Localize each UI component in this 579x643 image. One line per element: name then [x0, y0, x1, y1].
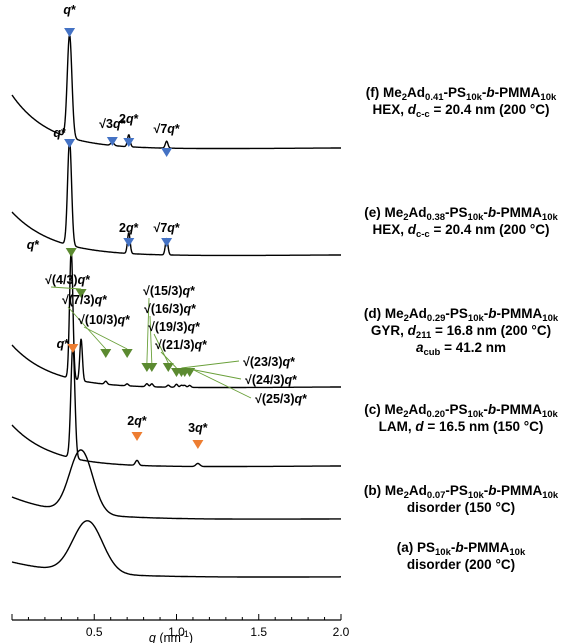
legend-d: (d) Me2Ad0.29-PS10k-b-PMMA10k GYR, d211 =…	[345, 305, 577, 358]
peak-marker-d	[65, 248, 77, 257]
legend-line: GYR, d211 = 16.8 nm (200 °C)	[370, 323, 552, 341]
peak-marker-c	[192, 440, 204, 449]
peak-label-d: √(21/3)q*	[155, 338, 207, 352]
peak-marker-c	[131, 432, 143, 441]
legend-line: (b) Me2Ad0.07-PS10k-b-PMMA10k	[363, 483, 559, 501]
peak-marker-f	[123, 138, 135, 147]
x-tick-label: 1.5	[250, 625, 267, 639]
peak-label-d: √(24/3)q*	[245, 373, 297, 387]
leader-line-d	[50, 286, 82, 290]
x-tick-label: 0.5	[86, 625, 103, 639]
legend-line: (c) Me2Ad0.20-PS10k-b-PMMA10k	[364, 402, 558, 420]
curve-e	[11, 140, 341, 257]
legend-e: (e) Me2Ad0.38-PS10k-b-PMMA10k HEX, dc-c =…	[345, 204, 577, 240]
peak-marker-d	[146, 363, 158, 372]
legend-line: disorder (150 °C)	[406, 500, 516, 515]
curves-group	[11, 34, 341, 578]
curve-d	[11, 248, 341, 389]
peak-marker-d	[184, 368, 196, 377]
leader-line-d	[149, 315, 153, 364]
x-tick-label: 1.0	[168, 625, 185, 639]
curve-c	[11, 345, 341, 468]
curve-a	[11, 520, 341, 578]
legend-c: (c) Me2Ad0.20-PS10k-b-PMMA10k LAM, d = 16…	[345, 401, 577, 435]
leader-line-d	[153, 333, 169, 364]
legend-line: HEX, dc-c = 20.4 nm (200 °C)	[372, 102, 550, 120]
peak-marker-f	[64, 28, 76, 37]
peak-label-f: 2q*	[119, 112, 139, 126]
peak-label-c: q*	[57, 337, 70, 351]
leader-line-d	[146, 297, 150, 364]
peak-markers: q*√3q*2q*√7q*q*2q* √7q*q*√(4/3)q*√(7/3)q*…	[27, 3, 307, 449]
x-axis: 0.5 1.0 1.5 2.0 q (nm-1)	[11, 614, 350, 643]
peak-marker-d	[75, 289, 87, 298]
x-axis-label: q (nm-1)	[149, 629, 193, 643]
peak-label-d: √(15/3)q*	[143, 284, 195, 298]
peak-label-f: √3q*	[99, 117, 125, 131]
peak-label-d: √(7/3)q*	[62, 293, 107, 307]
peak-marker-e	[123, 238, 135, 247]
peak-label-d: q*	[27, 238, 40, 252]
peak-marker-e	[64, 139, 76, 148]
peak-marker-d	[162, 363, 174, 372]
peak-marker-e	[161, 238, 173, 247]
legend-f: (f) Me2Ad0.41-PS10k-b-PMMA10k HEX, dc-c =…	[345, 84, 577, 120]
legend-line: (d) Me2Ad0.29-PS10k-b-PMMA10k	[363, 306, 559, 324]
curve-f	[11, 34, 341, 150]
peak-label-f: √7q*	[153, 122, 179, 136]
legend-line: (e) Me2Ad0.38-PS10k-b-PMMA10k	[364, 205, 558, 223]
legend-line: disorder (200 °C)	[406, 557, 516, 572]
peak-marker-f	[106, 137, 118, 146]
peak-marker-d	[100, 349, 112, 358]
peak-label-c: 3q*	[188, 421, 208, 435]
peak-label-e: √7q*	[153, 221, 179, 235]
leader-line-d	[189, 367, 252, 399]
peak-marker-f	[161, 148, 173, 157]
legend-line: HEX, dc-c = 20.4 nm (200 °C)	[372, 222, 550, 240]
peak-label-d: √(23/3)q*	[243, 355, 295, 369]
peak-marker-c	[67, 344, 79, 353]
legend-line: (a) PS10k-b-PMMA10k	[396, 540, 526, 558]
peak-marker-d	[121, 349, 133, 358]
peak-label-d: √(19/3)q*	[148, 320, 200, 334]
leader-line-d	[83, 326, 128, 350]
peak-label-f: q*	[63, 3, 76, 17]
x-tick-label: 2.0	[333, 625, 350, 639]
leader-line-d	[160, 351, 177, 369]
peak-label-d: √(4/3)q*	[45, 273, 90, 287]
curve-b	[11, 449, 341, 520]
legend-a: (a) PS10k-b-PMMA10k disorder (200 °C)	[345, 539, 577, 573]
peak-label-e: q*	[53, 126, 66, 140]
legend-b: (b) Me2Ad0.07-PS10k-b-PMMA10k disorder (1…	[345, 482, 577, 516]
peak-label-d: √(25/3)q*	[255, 392, 307, 406]
leader-line-d	[181, 360, 240, 369]
peak-label-c: 2q*	[127, 414, 147, 428]
peak-label-d: √(16/3)q*	[144, 302, 196, 316]
legend-line: acub = 41.2 nm	[415, 340, 507, 358]
legend-line: LAM, d = 16.5 nm (150 °C)	[378, 419, 544, 434]
peak-label-d: √(10/3)q*	[78, 313, 130, 327]
peak-label-e: 2q*	[119, 221, 139, 235]
legend-line: (f) Me2Ad0.41-PS10k-b-PMMA10k	[365, 85, 557, 103]
